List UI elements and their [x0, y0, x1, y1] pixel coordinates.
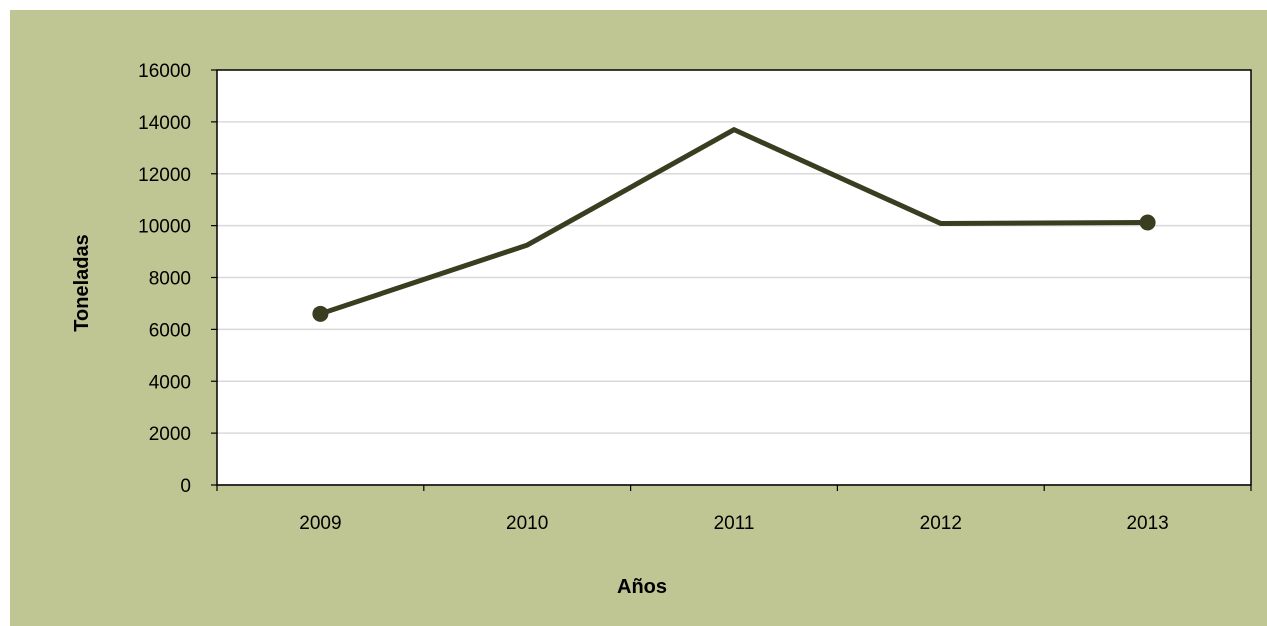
y-tick-label: 10000: [138, 217, 191, 238]
y-tick-label: 16000: [138, 61, 191, 82]
y-tick-label: 6000: [149, 320, 191, 341]
x-tick-label: 2010: [506, 513, 548, 534]
series-line: [319, 126, 1148, 317]
series-layer: [312, 126, 1156, 322]
y-tick-label: 12000: [138, 165, 191, 186]
data-point-marker: [1139, 214, 1156, 231]
x-axis-title: Años: [617, 576, 667, 598]
y-axis-ticks: 0 2000 4000 6000 8000 10000 12000 14000 16000: [138, 61, 217, 497]
x-tick-label: 2011: [714, 513, 755, 534]
gridlines: [217, 121, 1251, 434]
data-point-marker: [312, 305, 329, 322]
y-tick-label: 8000: [149, 269, 191, 290]
y-tick-label: 2000: [149, 424, 191, 445]
x-tick-label: 2009: [299, 513, 341, 534]
x-axis-ticks: 2009 2010 2011 2012 2013: [216, 485, 1252, 534]
y-tick-label: 4000: [149, 372, 191, 393]
y-tick-label: 14000: [138, 113, 191, 134]
x-tick-label: 2013: [1126, 513, 1168, 534]
y-axis-title: Toneladas: [71, 234, 93, 331]
x-tick-label: 2012: [920, 513, 962, 534]
y-tick-label: 0: [180, 476, 191, 497]
